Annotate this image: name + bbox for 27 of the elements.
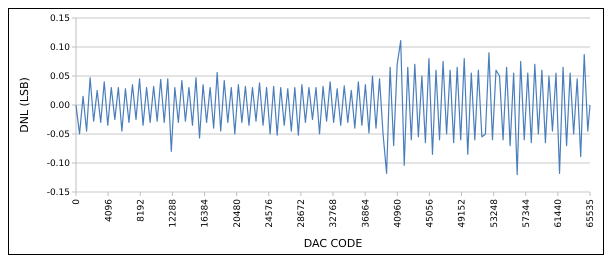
x-tick-label: 0 — [72, 198, 82, 205]
x-tick-label: 53248 — [490, 198, 500, 228]
y-axis-title: DNL (LSB) — [18, 77, 31, 133]
x-tick-label: 49152 — [458, 199, 468, 228]
x-tick-label: 4096 — [104, 198, 114, 222]
x-tick-label: 16384 — [200, 198, 211, 228]
x-tick-label: 45056 — [426, 198, 436, 228]
y-tick-label: -0.05 — [46, 130, 70, 140]
x-tick-label: 24576 — [264, 198, 275, 228]
x-tick-label: 8192 — [136, 199, 146, 222]
x-tick-label: 40960 — [393, 198, 404, 228]
x-tick-label: 61440 — [554, 198, 564, 228]
x-tick-label: 12288 — [168, 198, 179, 228]
y-tick-label: 0.15 — [50, 14, 70, 24]
y-tick-label: 0.05 — [50, 72, 70, 82]
x-tick-label: 20480 — [232, 198, 243, 228]
x-tick-label: 57344 — [522, 198, 532, 228]
x-tick-label: 36864 — [361, 198, 372, 228]
x-tick-label: 65535 — [586, 199, 596, 228]
line-series — [75, 40, 591, 176]
x-tick-label: 32768 — [329, 198, 340, 228]
y-tick-label: 0.00 — [50, 101, 70, 112]
y-tick-label: 0.10 — [50, 43, 70, 54]
x-tick-label: 28672 — [297, 199, 308, 228]
y-tick-label: -0.10 — [46, 159, 70, 170]
y-tick-label: -0.15 — [46, 188, 70, 198]
x-axis-title: DAC CODE — [304, 237, 362, 250]
